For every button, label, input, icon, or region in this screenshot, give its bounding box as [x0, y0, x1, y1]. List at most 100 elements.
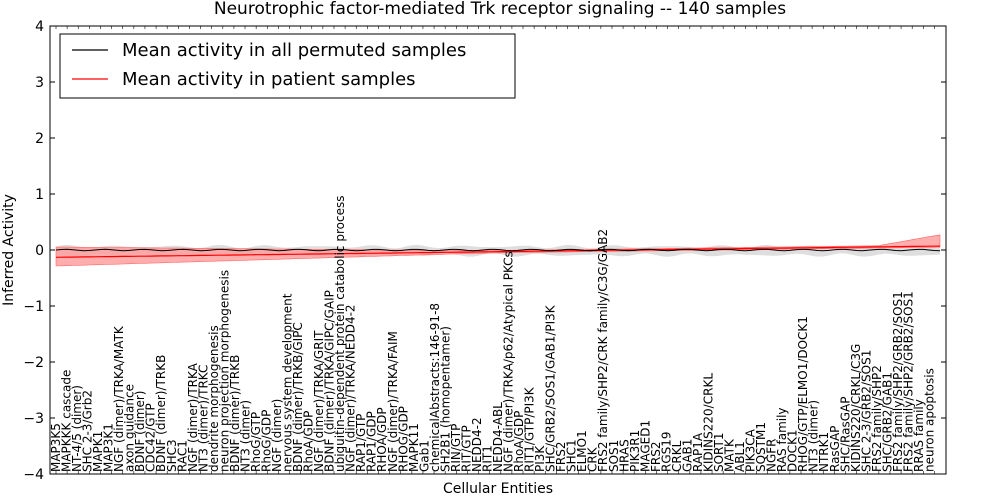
patient-band-area: [55, 234, 941, 267]
patient-mean-line: [55, 245, 941, 258]
category-label: MAP3K5: [49, 423, 63, 472]
category-label: Gab1: [417, 440, 431, 472]
category-label: NT3 (dimer): [238, 400, 252, 472]
category-label: KIDINS220/CRKL: [702, 373, 716, 472]
category-label: SHC 2-3/GRB2/SOS1: [859, 350, 873, 472]
category-label: MAPK1: [91, 431, 105, 472]
y-tick-label: 1: [35, 187, 44, 203]
category-label: MATK: [723, 438, 737, 472]
category-label: GAB1: [680, 439, 694, 472]
legend: Mean activity in all permuted samples Me…: [59, 33, 516, 99]
y-tick-label: 3: [35, 75, 44, 91]
category-label: RGS19: [659, 431, 673, 472]
category-label: RHOG/GDP: [396, 406, 410, 472]
x-axis-label: Cellular Entities: [443, 481, 553, 497]
category-label: NGF (dimer)/TRKA/p62/Atypical PKCs: [502, 251, 516, 472]
category-label: dendrite morphogenesis: [207, 325, 221, 472]
category-label: HRAS: [617, 439, 631, 472]
category-label: RIT1/GTP/PI3K: [523, 386, 537, 472]
category-label: CRK: [586, 446, 600, 472]
category-label: MAPKKK cascade: [60, 370, 74, 472]
category-label: RIT/GTP: [459, 425, 473, 472]
category-label: RhoG/GDP: [260, 410, 274, 472]
category-label: MAGED1: [638, 420, 652, 472]
y-tick-label: −1: [23, 299, 44, 315]
category-label: SHC/GRB2/GAB1: [880, 372, 894, 472]
category-label: RhoG/GTP: [249, 412, 263, 472]
category-label: neuron projection morphogenesis: [217, 270, 231, 472]
category-label: SHC3: [165, 439, 179, 472]
legend-label-patient: Mean activity in patient samples: [122, 69, 416, 90]
category-label: PIK3CA: [744, 428, 758, 472]
category-label: PI3K: [533, 445, 547, 472]
category-label: RRAS family: [912, 399, 926, 472]
category-label: FRS2: [554, 442, 568, 473]
category-label: SQSTM1: [754, 422, 768, 472]
category-label: PIK3R1: [628, 430, 642, 472]
permuted-mean-line: [55, 248, 941, 252]
category-label: NT-4/5 (dimer): [70, 385, 84, 472]
category-label: RAS family: [775, 407, 789, 472]
category-label: FRS2 family/SHP2: [870, 365, 884, 472]
category-label: NGF (dimer): [270, 399, 284, 472]
category-label: NT3 (dimer): [807, 400, 821, 472]
y-tick-label: −3: [23, 411, 44, 427]
y-axis-label: Inferred Activity: [1, 194, 17, 306]
category-label: RhoA/GDP: [512, 411, 526, 472]
category-label: axon guidance: [123, 384, 137, 472]
category-label: RIT1: [481, 445, 495, 472]
category-label: neuron apoptosis: [923, 368, 937, 472]
category-label: ubiquitin-dependent protein catabolic pr…: [333, 196, 347, 472]
category-label: SHC/RasGAP: [838, 397, 852, 473]
category-label: RAC1: [175, 440, 189, 472]
category-label: SOS1: [607, 440, 621, 472]
category-label: DOCK1: [786, 429, 800, 472]
category-label: BDNF (dimer)/TRKB: [154, 355, 168, 472]
y-tick-label: 0: [35, 243, 44, 259]
category-label: SORT1: [712, 433, 726, 473]
category-label: RhoA/GDP: [302, 411, 316, 472]
category-label: FRS2 family/SHP2/GRB2/SOS1: [901, 291, 915, 472]
category-label: MAPK11: [407, 423, 421, 472]
category-label: CRKL: [670, 440, 684, 472]
category-label: NTRK1: [817, 432, 831, 472]
category-label: ELMO1: [575, 430, 589, 472]
y-tick-label: 4: [35, 19, 44, 35]
patient-band: [55, 234, 941, 267]
category-label: ABL1: [733, 441, 747, 472]
category-label: NGFR: [765, 438, 779, 472]
category-label: chemicalAbstracts:146-91-8: [428, 303, 442, 472]
category-label: FRS2: [649, 442, 663, 473]
category-label: NGF (dimer)/TRKA/MATK: [112, 325, 126, 472]
category-label: SHC1: [565, 439, 579, 472]
chart-title: Neurotrophic factor-mediated Trk recepto…: [214, 0, 786, 19]
category-label: FRS2 family/SHP2/CRK family/C3G/GAB2: [596, 229, 610, 472]
category-label: NT3 (dimer)/TRKC: [196, 365, 210, 472]
category-label: RAP1/GTP: [354, 414, 368, 472]
category-label: RasGAP: [828, 426, 842, 472]
category-label: MAP3K1: [102, 423, 116, 472]
y-tick-label: −2: [23, 355, 44, 371]
category-label: SHC/GRB2/SOS1/GAB1/PI3K: [544, 304, 558, 472]
category-label: CDC42/GTP: [144, 403, 158, 472]
y-tick-label: −4: [23, 467, 44, 483]
category-label: SH2B1 (homopentamer): [438, 326, 452, 472]
axis-ticks: −4 −3 −2 −1 0 1 2 3 4: [23, 19, 946, 483]
category-label: NEDD4-2: [470, 417, 484, 472]
category-label: NGF (dimer)/TRKA/GRIT: [312, 330, 326, 472]
category-label: BDNF (dimer)/TRKA/GIPC/GAIP: [323, 290, 337, 472]
legend-box: [59, 33, 516, 99]
category-label: RAP1A: [691, 432, 705, 472]
category-label: NEDD4-ABL: [491, 402, 505, 472]
category-label: BDNF (dimer)/TRKB: [228, 355, 242, 472]
category-label: KIDINS220/CRKL/C3G: [849, 344, 863, 472]
category-label: SHC 2-3/Grb2: [81, 390, 95, 472]
category-label: RAP1/GDP: [365, 411, 379, 472]
series-lines: [55, 245, 941, 258]
category-label: RHOG/GTP/ELMO1/DOCK1: [796, 316, 810, 472]
category-label: RIN/GTP: [449, 424, 463, 472]
category-label: FRS2 family/SHP2/GRB2/SOS1: [891, 291, 905, 472]
